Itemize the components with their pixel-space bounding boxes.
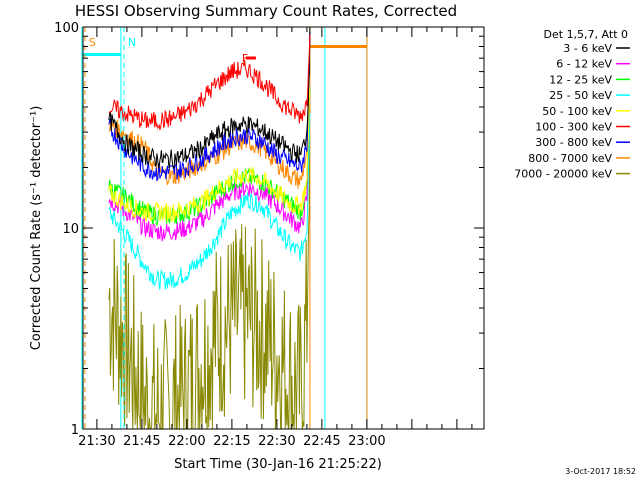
- x-tick-label: 22:30: [258, 434, 295, 449]
- timestamp: 3-Oct-2017 18:52: [565, 467, 636, 476]
- legend-label: 3 - 6 keV: [563, 42, 612, 55]
- legend-label: 12 - 25 keV: [549, 73, 612, 86]
- x-tick-label: 21:45: [123, 434, 160, 449]
- legend-label: 100 - 300 keV: [535, 121, 612, 134]
- flag-marker-label: N: [128, 36, 136, 49]
- flag-bars: [81, 27, 368, 429]
- series-line: [108, 76, 311, 223]
- legend-label: 800 - 7000 keV: [528, 152, 612, 165]
- y-tick-label: 100: [54, 21, 79, 36]
- x-tick-label: 23:00: [348, 434, 385, 449]
- x-tick-label: 22:15: [213, 434, 250, 449]
- axes: 1 10 100 21:30 21:45 22:00 22:15 22:30 22:45 23:0…: [54, 21, 485, 449]
- x-axis-label: Start Time (30-Jan-16 21:25:22): [174, 457, 382, 472]
- flag-marker-label: F: [242, 52, 248, 65]
- legend-label: 300 - 800 keV: [535, 136, 612, 149]
- legend-label: 7000 - 20000 keV: [514, 168, 612, 181]
- series-line: [108, 113, 311, 290]
- flag-marker-label: S: [89, 36, 96, 49]
- x-tick-label: 21:30: [78, 434, 115, 449]
- x-tick-label: 22:00: [168, 434, 205, 449]
- legend-label: 6 - 12 keV: [556, 58, 612, 71]
- x-tick-label: 22:45: [303, 434, 340, 449]
- legend-header: Det 1,5,7, Att 0: [544, 28, 628, 41]
- series-line: [108, 26, 311, 430]
- series-line: [108, 76, 311, 242]
- y-axis-label: Corrected Count Rate (s⁻¹ detector⁻¹): [29, 106, 44, 351]
- y-tick-label: 1: [71, 423, 79, 438]
- series-layer: [108, 26, 311, 430]
- chart-title: HESSI Observing Summary Count Rates, Cor…: [75, 2, 457, 20]
- legend-label: 25 - 50 keV: [549, 89, 612, 102]
- legend-label: 50 - 100 keV: [542, 105, 612, 118]
- legend: Det 1,5,7, Att 0 3 - 6 keV 6 - 12 keV 12 -…: [514, 28, 630, 181]
- series-line: [108, 86, 311, 227]
- series-line: [108, 27, 311, 170]
- y-tick-label: 10: [62, 222, 79, 237]
- series-line: [108, 34, 311, 131]
